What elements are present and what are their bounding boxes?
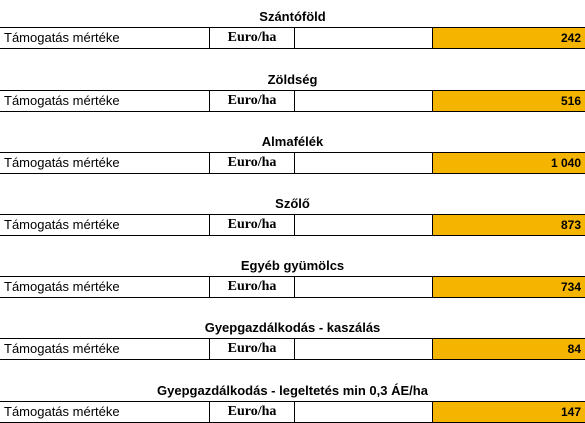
table-row: Támogatás mértéke Euro/ha 734: [0, 276, 585, 298]
value-cell[interactable]: 516: [433, 91, 585, 111]
section-szolo: Szőlő Támogatás mértéke Euro/ha 873: [0, 194, 585, 236]
value-cell[interactable]: 873: [433, 215, 585, 235]
table-row: Támogatás mértéke Euro/ha 1 040: [0, 152, 585, 174]
row-label[interactable]: Támogatás mértéke: [4, 93, 120, 108]
table-row: Támogatás mértéke Euro/ha 147: [0, 401, 585, 423]
unit-cell[interactable]: Euro/ha: [209, 402, 295, 422]
empty-cell[interactable]: [295, 277, 433, 297]
unit-cell[interactable]: Euro/ha: [209, 277, 295, 297]
section-title: Egyéb gyümölcs: [240, 258, 345, 273]
value-cell[interactable]: 147: [433, 402, 585, 422]
unit-cell[interactable]: Euro/ha: [209, 91, 295, 111]
row-label[interactable]: Támogatás mértéke: [4, 341, 120, 356]
section-title: Gyepgazdálkodás - kaszálás: [204, 320, 381, 335]
empty-cell[interactable]: [295, 28, 433, 48]
table-row: Támogatás mértéke Euro/ha 516: [0, 90, 585, 112]
table-row: Támogatás mértéke Euro/ha 242: [0, 27, 585, 49]
row-label[interactable]: Támogatás mértéke: [4, 279, 120, 294]
unit-cell[interactable]: Euro/ha: [209, 153, 295, 173]
table-row: Támogatás mértéke Euro/ha 873: [0, 214, 585, 236]
unit-cell[interactable]: Euro/ha: [209, 215, 295, 235]
section-title: Szántóföld: [259, 9, 326, 24]
empty-cell[interactable]: [295, 215, 433, 235]
value-cell[interactable]: 84: [433, 339, 585, 359]
value-cell[interactable]: 734: [433, 277, 585, 297]
table-row: Támogatás mértéke Euro/ha 84: [0, 338, 585, 360]
section-egyeb-gyumolcs: Egyéb gyümölcs Támogatás mértéke Euro/ha…: [0, 256, 585, 298]
empty-cell[interactable]: [295, 153, 433, 173]
section-gyep-legeltetes: Gyepgazdálkodás - legeltetés min 0,3 ÁE/…: [0, 381, 585, 423]
value-cell[interactable]: 1 040: [433, 153, 585, 173]
value-cell[interactable]: 242: [433, 28, 585, 48]
row-label[interactable]: Támogatás mértéke: [4, 217, 120, 232]
unit-cell[interactable]: Euro/ha: [209, 339, 295, 359]
section-zoldseg: Zöldség Támogatás mértéke Euro/ha 516: [0, 70, 585, 112]
section-title: Szőlő: [275, 196, 310, 211]
section-title: Zöldség: [267, 72, 318, 87]
section-szantofold: Szántóföld Támogatás mértéke Euro/ha 242: [0, 7, 585, 49]
empty-cell[interactable]: [295, 339, 433, 359]
section-almafelek: Almafélék Támogatás mértéke Euro/ha 1 04…: [0, 132, 585, 174]
empty-cell[interactable]: [295, 402, 433, 422]
unit-cell[interactable]: Euro/ha: [209, 28, 295, 48]
empty-cell[interactable]: [295, 91, 433, 111]
row-label[interactable]: Támogatás mértéke: [4, 404, 120, 419]
row-label[interactable]: Támogatás mértéke: [4, 155, 120, 170]
section-title: Gyepgazdálkodás - legeltetés min 0,3 ÁE/…: [157, 383, 428, 398]
section-gyep-kaszalas: Gyepgazdálkodás - kaszálás Támogatás mér…: [0, 318, 585, 360]
row-label[interactable]: Támogatás mértéke: [4, 30, 120, 45]
section-title: Almafélék: [261, 134, 324, 149]
